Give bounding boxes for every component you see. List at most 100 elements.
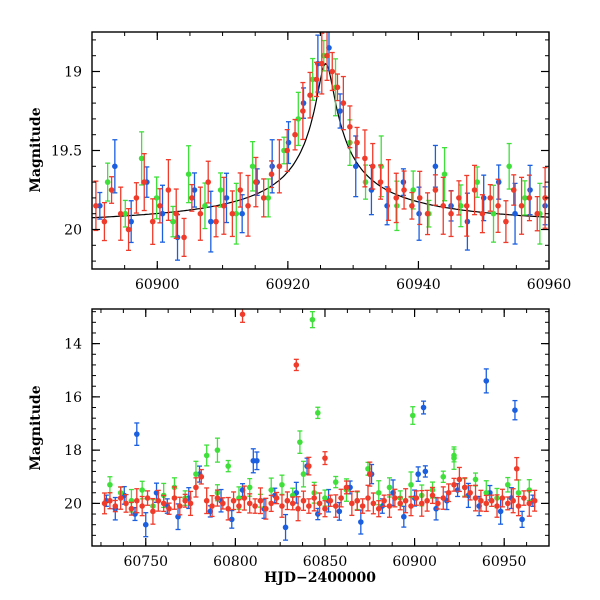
bottom-data-point: [472, 476, 479, 483]
top-data-point: [104, 179, 111, 185]
bottom-data-point: [193, 484, 199, 491]
bottom-data-point: [401, 513, 407, 520]
bottom-data-point: [456, 476, 463, 483]
bottom-data-point: [142, 521, 149, 528]
top-data-point: [295, 116, 302, 122]
bottom-data-point: [239, 311, 246, 318]
top-data-point: [416, 195, 423, 201]
bottom-data-point: [128, 505, 135, 512]
top-data-point: [324, 52, 330, 59]
top-data-point: [149, 218, 156, 225]
top-data-point: [202, 203, 208, 209]
bottom-data-point: [483, 489, 490, 496]
top-data-point: [108, 187, 115, 193]
top-data-point: [292, 131, 298, 138]
bottom-data-point: [526, 500, 533, 507]
bottom-data-point: [408, 503, 414, 509]
top-data-point: [174, 234, 181, 241]
bottom-data-point: [358, 519, 364, 525]
top-data-point: [432, 163, 439, 170]
top-data-point: [197, 210, 204, 217]
top-data-point: [265, 195, 272, 201]
bottom-data-point: [322, 495, 328, 501]
top-data-point: [117, 210, 124, 217]
bottom-data-point: [203, 452, 210, 459]
bottom-data-point: [300, 471, 307, 477]
bottom-data-point: [203, 497, 210, 504]
top-data-point: [185, 171, 192, 177]
bottom-data-point: [236, 503, 242, 509]
top-data-point: [377, 179, 384, 185]
bottom-data-point: [349, 500, 355, 507]
bottom-data-point: [392, 495, 398, 501]
bottom-data-point: [467, 489, 473, 496]
bottom-data-point: [182, 497, 188, 504]
top-data-point: [97, 203, 103, 209]
bottom-data-point: [166, 505, 172, 512]
bottom-data-point: [386, 503, 393, 509]
bottom-data-point: [521, 495, 527, 501]
bottom-plot-frame: [91, 308, 550, 547]
bottom-data-point: [375, 489, 382, 496]
top-data-point: [385, 187, 392, 193]
bottom-data-point: [273, 495, 280, 501]
bottom-data-point: [279, 481, 285, 488]
top-data-point: [181, 234, 187, 241]
top-data-point: [128, 218, 134, 225]
bottom-x-tick-label: 60950: [482, 554, 527, 570]
bottom-data-point: [268, 500, 275, 507]
top-data-point: [393, 195, 400, 201]
bottom-data-point: [451, 452, 457, 459]
top-data-point: [362, 179, 369, 185]
bottom-data-point: [252, 503, 258, 509]
top-data-point: [409, 203, 415, 209]
top-data-point: [369, 163, 376, 170]
top-data-point: [170, 218, 176, 225]
top-data-point: [191, 187, 198, 193]
top-data-point: [269, 163, 275, 170]
top-data-point: [165, 187, 172, 193]
bottom-data-point: [306, 503, 312, 509]
bottom-data-point: [381, 497, 387, 504]
bottom-data-point: [478, 497, 484, 504]
top-data-point: [101, 218, 108, 225]
top-data-point: [159, 210, 166, 217]
bottom-data-point: [107, 497, 113, 504]
bottom-data-point: [300, 497, 307, 504]
bottom-data-point: [512, 407, 518, 413]
bottom-y-tick-label: 18: [64, 443, 82, 459]
top-data-point: [173, 210, 180, 217]
top-data-point: [319, 60, 325, 67]
top-data-point: [410, 187, 417, 193]
top-data-point: [285, 139, 292, 146]
top-data-point: [526, 195, 533, 201]
top-data-point: [522, 195, 528, 201]
top-data-point: [189, 195, 195, 201]
bottom-data-point: [370, 500, 377, 507]
top-x-tick-label: 60940: [396, 277, 441, 293]
top-data-point: [208, 218, 214, 225]
top-data-point: [205, 179, 212, 185]
bottom-data-point: [293, 362, 300, 368]
bottom-data-point: [198, 473, 205, 480]
top-data-point: [503, 218, 509, 225]
top-data-point: [401, 187, 407, 193]
bottom-data-point: [440, 473, 447, 480]
bottom-data-point: [422, 468, 429, 475]
bottom-data-point: [160, 500, 167, 507]
bottom-x-axis-label: HJD−2400000: [264, 570, 376, 586]
bottom-data-point: [515, 489, 522, 496]
top-y-tick-label: 19.5: [51, 144, 82, 160]
top-data-point: [307, 92, 313, 98]
bottom-y-tick-label: 20: [64, 496, 82, 512]
top-data-point: [245, 203, 251, 209]
top-data-point: [534, 210, 541, 217]
bottom-panel: 60750 60800 60850 60900 60950 14 16 18 20 Magnit…: [28, 308, 550, 586]
bottom-axes: 60750 60800 60850 60900 60950 14 16 18 20: [64, 309, 550, 570]
top-data-point: [221, 203, 227, 209]
top-data-point: [125, 226, 132, 233]
bottom-data-point: [408, 481, 414, 488]
top-data-point: [337, 108, 343, 114]
bottom-y-tick-label: 14: [64, 337, 82, 353]
top-data-point: [133, 195, 140, 201]
